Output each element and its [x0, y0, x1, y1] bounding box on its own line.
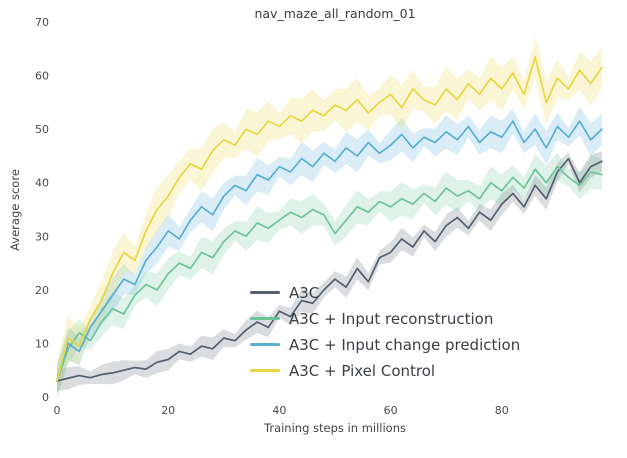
legend-line-pixel-control: [250, 369, 280, 372]
legend-label-pixel-control: A3C + Pixel Control: [289, 361, 436, 380]
svg-text:20: 20: [161, 404, 175, 417]
x-axis-label: Training steps in millions: [264, 421, 406, 435]
legend-line-input-reconstruction: [250, 317, 280, 320]
svg-text:80: 80: [495, 404, 509, 417]
legend-line-input-change-prediction: [250, 343, 280, 346]
legend-line-a3c: [250, 291, 280, 294]
svg-text:40: 40: [35, 177, 49, 190]
svg-text:40: 40: [272, 404, 286, 417]
svg-text:0: 0: [42, 391, 49, 404]
legend-item: A3C + Pixel Control: [250, 361, 520, 380]
chart-title: nav_maze_all_random_01: [254, 6, 416, 21]
svg-text:30: 30: [35, 230, 49, 243]
legend-label-input-reconstruction: A3C + Input reconstruction: [289, 309, 494, 328]
legend: A3C A3C + Input reconstruction A3C + Inp…: [250, 283, 520, 380]
legend-label-a3c: A3C: [289, 283, 320, 302]
svg-text:60: 60: [384, 404, 398, 417]
svg-text:50: 50: [35, 123, 49, 136]
legend-item: A3C + Input reconstruction: [250, 309, 520, 328]
svg-text:60: 60: [35, 70, 49, 83]
y-axis-label: Average score: [8, 169, 22, 251]
svg-text:10: 10: [35, 337, 49, 350]
legend-item: A3C + Input change prediction: [250, 335, 520, 354]
svg-text:70: 70: [35, 16, 49, 29]
legend-item: A3C: [250, 283, 520, 302]
svg-text:20: 20: [35, 284, 49, 297]
legend-label-input-change-prediction: A3C + Input change prediction: [289, 335, 521, 354]
svg-text:0: 0: [54, 404, 61, 417]
